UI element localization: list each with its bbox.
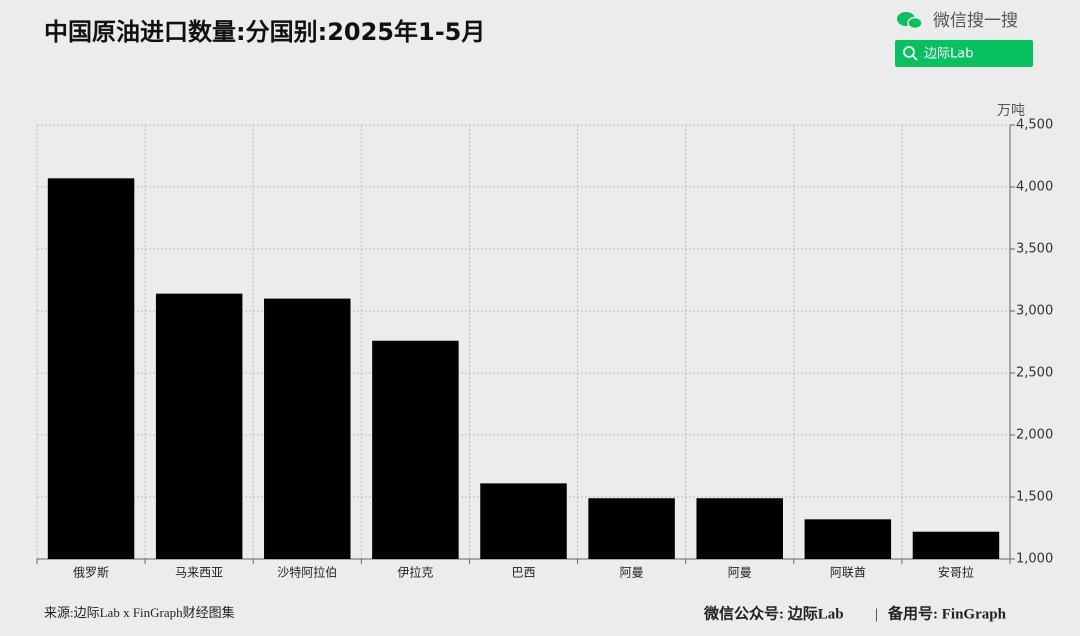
footer-separator: |: [875, 606, 878, 622]
x-tick-label: 阿曼: [620, 566, 644, 580]
y-tick-label: 3,500: [1016, 242, 1053, 257]
footer-backup: 备用号: FinGraph: [887, 604, 1007, 622]
x-tick-label: 俄罗斯: [73, 566, 109, 580]
x-tick-label: 巴西: [511, 566, 535, 580]
search-button[interactable]: [895, 40, 1033, 67]
wechat-icon: [907, 16, 923, 30]
bar: [480, 483, 567, 559]
y-tick-label: 4,500: [1016, 118, 1053, 133]
bar: [372, 340, 459, 559]
x-tick-label: 阿联酋: [830, 565, 866, 580]
footer-source: 来源:边际Lab x FinGraph财经图集: [44, 605, 235, 620]
footer-account: 微信公众号: 边际Lab: [703, 604, 844, 622]
bar: [155, 293, 243, 559]
y-tick-label: 3,000: [1016, 304, 1053, 319]
search-label: 微信搜一搜: [933, 11, 1018, 31]
bar: [588, 498, 675, 559]
y-tick-label: 4,000: [1016, 180, 1053, 195]
bar: [696, 498, 783, 559]
x-tick-label: 阿曼: [728, 566, 752, 580]
y-unit: 万吨: [997, 103, 1025, 119]
y-tick-label: 2,500: [1016, 366, 1053, 381]
search-icon: [903, 46, 915, 58]
wechat-search: 微信搜一搜 边际Lab: [895, 11, 1033, 67]
chart-title: 中国原油进口数量:分国别:2025年1-5月: [44, 18, 485, 46]
x-tick-label: 伊拉克: [397, 565, 433, 580]
x-tick-label: 沙特阿拉伯: [277, 565, 337, 580]
search-button-label[interactable]: 边际Lab: [924, 47, 973, 62]
x-tick-label: 安哥拉: [938, 565, 974, 580]
x-tick-label: 马来西亚: [175, 566, 223, 580]
y-tick-label: 1,000: [1016, 552, 1053, 567]
bar: [912, 531, 1000, 559]
y-tick-label: 2,000: [1016, 428, 1053, 443]
bar: [804, 519, 892, 559]
y-tick-label: 1,500: [1016, 490, 1053, 505]
search-icon: [912, 55, 918, 61]
bar: [264, 298, 351, 559]
bar: [47, 178, 135, 559]
